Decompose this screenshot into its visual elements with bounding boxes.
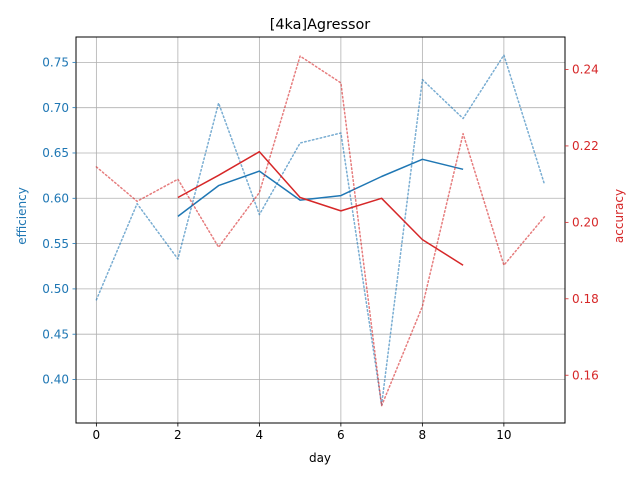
series-line-left-solid [177,158,464,217]
left-tick-label: 0.65 [42,146,69,160]
right-tick-label: 0.20 [572,216,599,230]
left-tick-label: 0.60 [42,191,69,205]
left-tick-label: 0.45 [42,327,69,341]
left-tick-label: 0.50 [42,282,69,296]
right-tick-label: 0.24 [572,63,599,77]
grid [76,37,565,423]
left-tick-label: 0.70 [42,101,69,115]
chart-title: [4ka]Agressor [270,17,371,33]
series-line-right-solid [177,150,464,266]
left-tick-label: 0.40 [42,373,69,387]
right-axis-label: accuracy [612,189,626,243]
left-tick-label: 0.75 [42,56,69,70]
right-tick-label: 0.18 [572,292,599,306]
series-line-right-dotted [95,55,546,407]
right-axis-ticks: 0.16 0.18 0.20 0.22 0.24 [565,63,599,382]
left-axis-label: efficiency [15,187,29,245]
series-lines [95,54,546,407]
x-tick-label: 2 [174,428,182,442]
x-tick-label: 0 [93,428,101,442]
series-line-left-dotted [95,54,546,406]
left-axis-ticks: 0.40 0.45 0.50 0.55 0.60 0.65 0.70 0.75 [42,56,76,387]
x-tick-label: 4 [256,428,264,442]
right-tick-label: 0.22 [572,139,599,153]
x-axis-ticks: 0 2 4 6 8 10 [93,423,512,442]
plot-frame [75,36,566,424]
right-tick-label: 0.16 [572,368,599,382]
x-tick-label: 10 [496,428,511,442]
left-tick-label: 0.55 [42,237,69,251]
x-tick-label: 6 [337,428,345,442]
x-axis-label: day [309,451,331,465]
x-tick-label: 8 [419,428,427,442]
